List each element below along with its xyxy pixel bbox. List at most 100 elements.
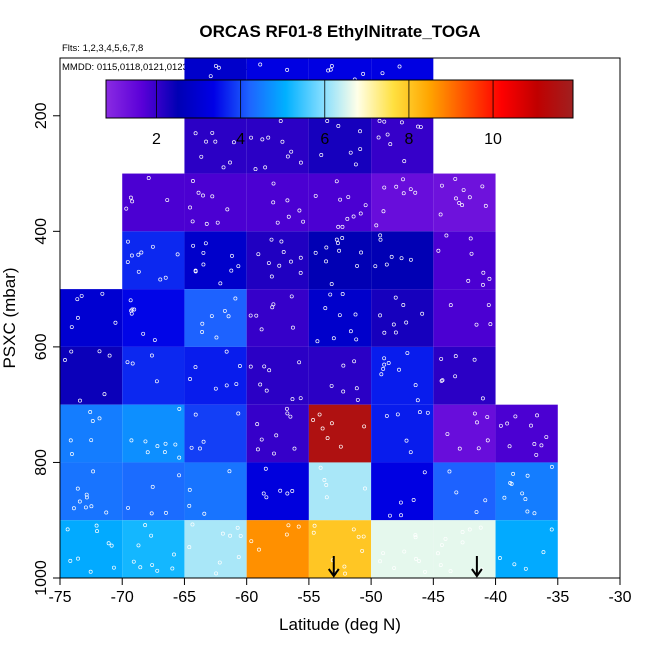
sample-point [227, 469, 232, 474]
sample-point [177, 473, 182, 478]
sample-point [288, 414, 293, 419]
heatmap-cell [308, 289, 372, 347]
heatmap-cell [122, 404, 185, 463]
sample-point [351, 527, 356, 532]
sample-point [189, 445, 194, 450]
sample-point [278, 119, 283, 123]
sample-point [354, 337, 359, 342]
sample-point [248, 364, 253, 369]
sample-point [485, 415, 490, 419]
sample-point [257, 547, 261, 552]
sample-point [511, 471, 516, 476]
sample-point [165, 198, 170, 202]
sample-point [453, 374, 458, 379]
marker-arrow-head [471, 568, 483, 578]
sample-point [413, 383, 418, 388]
sample-point [201, 250, 206, 255]
heatmap-cell [433, 231, 496, 290]
sample-point [497, 556, 502, 560]
sample-point [311, 418, 316, 422]
sample-point [259, 437, 264, 442]
sample-point [279, 239, 284, 244]
sample-point [102, 392, 107, 397]
sample-point [352, 359, 357, 364]
sample-point [216, 65, 221, 70]
sample-point [126, 505, 131, 510]
heatmap-cell [246, 115, 309, 174]
colorbar-tick-label: 6 [320, 131, 329, 148]
sample-point [213, 63, 218, 68]
sample-point [325, 119, 330, 123]
x-tick-label: -30 [608, 589, 631, 606]
heatmap-cell [308, 231, 372, 290]
sample-point [457, 446, 462, 451]
colorbar-tick-label: 8 [404, 131, 413, 148]
sample-point [320, 426, 325, 431]
sample-point [454, 490, 459, 495]
sample-point [474, 510, 479, 514]
sample-point [146, 176, 151, 180]
heatmap-cell [308, 173, 372, 232]
sample-point [63, 358, 67, 362]
sample-point [89, 504, 94, 509]
heatmap-cell [371, 173, 434, 232]
heatmap-cell [122, 231, 185, 290]
sample-point [290, 489, 295, 493]
heatmap-cell [308, 462, 372, 521]
sample-point [423, 569, 427, 574]
heatmap-cell [246, 404, 309, 463]
x-tick-label: -40 [484, 589, 507, 606]
sample-point [187, 545, 192, 550]
sample-point [215, 220, 220, 225]
heatmap-cell [371, 231, 434, 290]
sample-point [91, 469, 96, 474]
sample-point [298, 396, 303, 401]
heatmap-cell [371, 404, 434, 463]
sample-point [78, 398, 82, 403]
heatmap-cell [60, 520, 123, 578]
sample-point [382, 362, 387, 367]
sample-point [393, 330, 398, 335]
sample-point [113, 320, 118, 325]
sample-point [69, 349, 74, 354]
sample-point [111, 565, 116, 570]
sample-point [336, 224, 341, 229]
sample-point [275, 220, 280, 225]
sample-point [213, 386, 218, 391]
sample-point [360, 548, 365, 553]
y-axis: 200 400 600 800 1000 [33, 102, 60, 596]
sample-point [345, 216, 350, 221]
heatmap-cell [184, 520, 247, 578]
sample-point [271, 200, 276, 205]
sample-point [404, 438, 409, 443]
y-tick-label: 800 [33, 449, 50, 476]
sample-point [416, 124, 420, 129]
sample-points [63, 62, 554, 576]
heatmap-cell [122, 462, 185, 521]
sample-point [401, 177, 405, 182]
y-tick-label: 600 [33, 333, 50, 360]
sample-point [336, 241, 340, 246]
sample-point [408, 187, 413, 192]
x-axis: -75 -70 -65 -60 -55 -50 -45 -40 -35 -30 [48, 578, 632, 606]
sample-point [224, 383, 229, 388]
sample-point [228, 533, 233, 538]
colorbar-tick-label: 10 [484, 131, 502, 148]
heatmap-cell [371, 289, 434, 347]
sample-point [285, 491, 290, 496]
sample-point [281, 249, 286, 254]
sample-point [355, 397, 360, 402]
sample-point [457, 200, 462, 205]
sample-point [388, 142, 393, 147]
sample-point [260, 137, 265, 142]
sample-point [405, 351, 410, 355]
sample-point [362, 424, 367, 429]
sample-point [130, 361, 135, 366]
sample-point [324, 483, 329, 487]
sample-point [447, 469, 452, 474]
sample-point [218, 281, 223, 286]
sample-point [439, 543, 444, 548]
sample-point [104, 510, 109, 515]
sample-point [214, 571, 219, 576]
